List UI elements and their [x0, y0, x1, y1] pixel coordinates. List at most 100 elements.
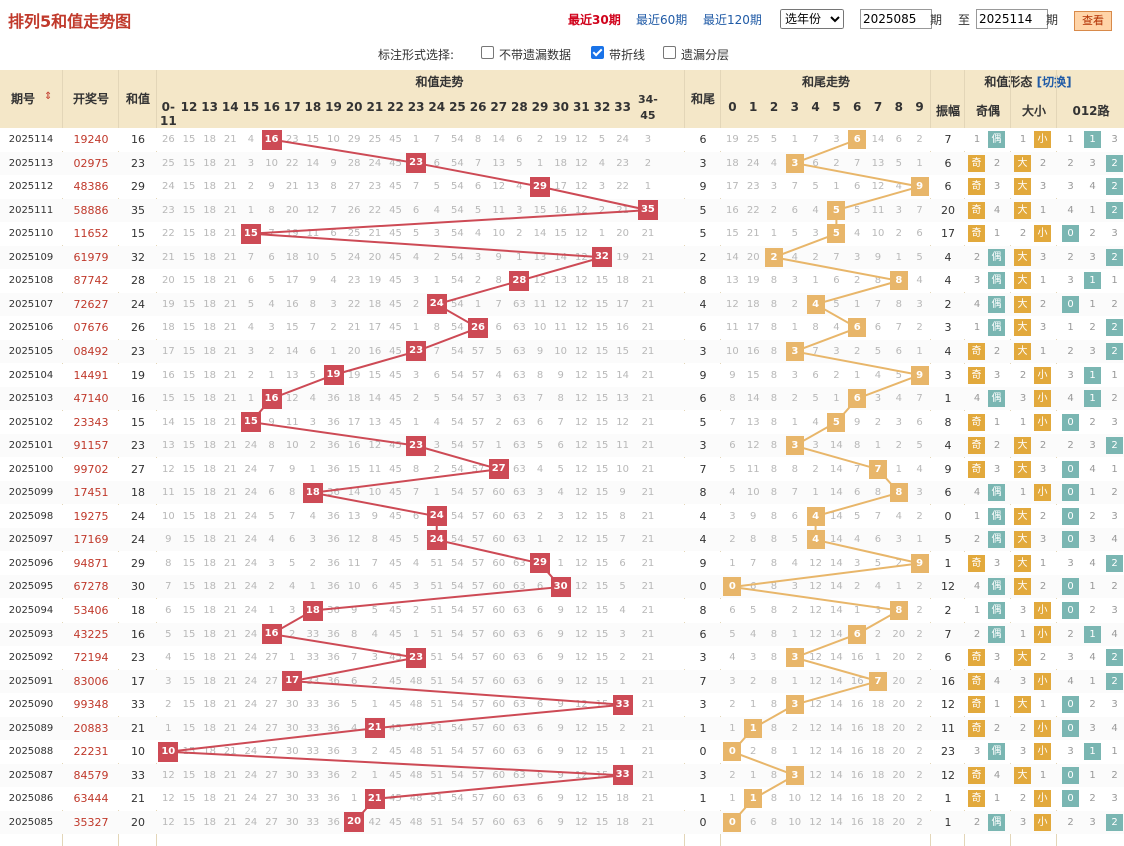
- sum-miss-cell: 11: [347, 557, 361, 569]
- sum-value: 29: [131, 180, 145, 194]
- option-no-missing-label[interactable]: 不带遗漏数据: [499, 48, 572, 62]
- sum-miss-cell: 54: [451, 204, 464, 216]
- sum-miss-cell: 1: [619, 746, 626, 758]
- option-with-lines-label[interactable]: 带折线: [609, 48, 646, 62]
- amplitude-value: 17: [941, 227, 955, 241]
- sum-miss-cell: 51: [430, 746, 444, 758]
- tail-miss-cell: 2: [916, 628, 923, 640]
- tail-miss-cell: 7: [854, 463, 861, 475]
- draw-number: 91157: [73, 439, 109, 453]
- sum-miss-cell: 25: [347, 228, 361, 240]
- sum-miss-cell: 3: [268, 557, 275, 569]
- odd-tag: 奇: [968, 554, 985, 572]
- sum-miss-cell: 21: [223, 204, 237, 216]
- sum-miss-cell: 21: [223, 816, 237, 828]
- draw-number: 43225: [73, 627, 109, 641]
- sum-miss-cell: 22: [347, 298, 361, 310]
- period-link-120[interactable]: 最近120期: [703, 13, 762, 27]
- oddeven-miss: 3: [973, 275, 981, 287]
- tail-miss-cell: 4: [895, 181, 902, 193]
- tail-miss-cell: 12: [746, 440, 760, 452]
- sum-miss-cell: 57: [471, 628, 485, 640]
- sum-miss-cell: 15: [182, 581, 196, 593]
- sum-miss-cell: 45: [389, 769, 402, 781]
- sum-miss-cell: 57: [471, 793, 485, 805]
- sum-miss-cell: 54: [451, 275, 464, 287]
- sum-miss-cell: 21: [641, 322, 655, 334]
- sum-miss-cell: 5: [619, 581, 626, 593]
- tail-miss-cell: 1: [791, 628, 798, 640]
- year-select[interactable]: 选年份: [780, 9, 844, 29]
- sum-miss-cell: 24: [244, 699, 258, 711]
- sum-mark: 23: [406, 153, 427, 174]
- sum-miss-cell: 12: [574, 722, 588, 734]
- sum-value: 21: [131, 792, 145, 806]
- route-tag: 2: [1106, 437, 1123, 455]
- sum-miss-cell: 60: [492, 510, 506, 522]
- route-miss: 1: [1067, 134, 1074, 145]
- tail-miss-cell: 8: [770, 369, 778, 381]
- sum-mark: 32: [591, 247, 612, 268]
- header-route: 012路: [1072, 104, 1110, 118]
- sum-miss-cell: 60: [492, 675, 506, 687]
- tail-mark: 6: [848, 130, 867, 149]
- sum-miss-cell: 21: [223, 534, 237, 546]
- tail-miss-cell: 12: [809, 699, 822, 711]
- tail-miss-cell: 25: [746, 134, 760, 145]
- tail-miss-cell: 8: [770, 746, 778, 758]
- sort-icon[interactable]: ⇕: [44, 91, 53, 102]
- sum-miss-cell: 4: [598, 157, 606, 169]
- sum-miss-cell: 4: [289, 581, 296, 593]
- tail-miss-cell: 8: [770, 628, 778, 640]
- tail-miss-cell: 6: [874, 322, 882, 334]
- sum-miss-cell: 54: [451, 463, 464, 475]
- option-missing-layer-label[interactable]: 遗漏分层: [681, 48, 730, 62]
- tail-miss-cell: 1: [750, 769, 757, 781]
- sum-miss-cell: 45: [389, 628, 402, 640]
- sum-miss-cell: 21: [223, 298, 237, 310]
- to-issue-input[interactable]: [976, 9, 1048, 29]
- tail-miss-cell: 3: [854, 557, 861, 569]
- issue-cell: 2025108: [8, 275, 54, 287]
- sum-miss-cell: 63: [513, 393, 526, 405]
- sum-miss-cell: 45: [389, 510, 402, 522]
- tail-col-header: 9: [915, 100, 924, 114]
- bigsmall-miss: 1: [1039, 204, 1047, 216]
- tail-miss-cell: 2: [874, 416, 882, 428]
- issue-cell: 2025098: [8, 510, 54, 522]
- sum-mark: 23: [406, 647, 427, 668]
- checkbox-missing-layer[interactable]: [663, 46, 676, 59]
- sum-miss-cell: 60: [492, 769, 506, 781]
- sum-miss-cell: 15: [161, 393, 175, 405]
- tail-value: 3: [699, 698, 707, 712]
- sum-miss-cell: 21: [223, 675, 237, 687]
- header-issue[interactable]: 期号: [10, 92, 35, 106]
- draw-number: 14491: [73, 368, 109, 382]
- route-miss: 4: [1067, 204, 1074, 216]
- sum-miss-cell: 1: [412, 134, 420, 145]
- query-button[interactable]: 查看: [1074, 11, 1112, 31]
- sum-miss-cell: 21: [223, 746, 237, 758]
- amplitude-value: 4: [944, 344, 952, 358]
- switch-link[interactable]: [切换]: [1036, 75, 1072, 89]
- checkbox-no-missing[interactable]: [481, 46, 494, 59]
- sum-miss-cell: 13: [492, 157, 506, 169]
- sum-miss-cell: 9: [619, 487, 626, 499]
- sum-miss-cell: 29: [347, 134, 361, 145]
- period-link-30[interactable]: 最近30期: [568, 13, 621, 27]
- tail-value: 3: [699, 156, 707, 170]
- period-link-60[interactable]: 最近60期: [636, 13, 688, 27]
- sum-miss-cell: 33: [306, 816, 320, 828]
- sum-miss-cell: 12: [574, 816, 588, 828]
- sum-miss-cell: 45: [389, 228, 402, 240]
- tail-value: 3: [699, 344, 707, 358]
- bigsmall-miss: 3: [1019, 746, 1027, 758]
- sum-value: 16: [131, 392, 145, 406]
- tail-miss-cell: 12: [809, 581, 822, 593]
- sum-miss-cell: 15: [595, 746, 609, 758]
- sum-miss-cell: 36: [327, 416, 340, 428]
- from-issue-input[interactable]: [860, 9, 932, 29]
- checkbox-with-lines[interactable]: [591, 46, 604, 59]
- sum-miss-cell: 15: [533, 204, 547, 216]
- tail-miss-cell: 3: [895, 416, 902, 428]
